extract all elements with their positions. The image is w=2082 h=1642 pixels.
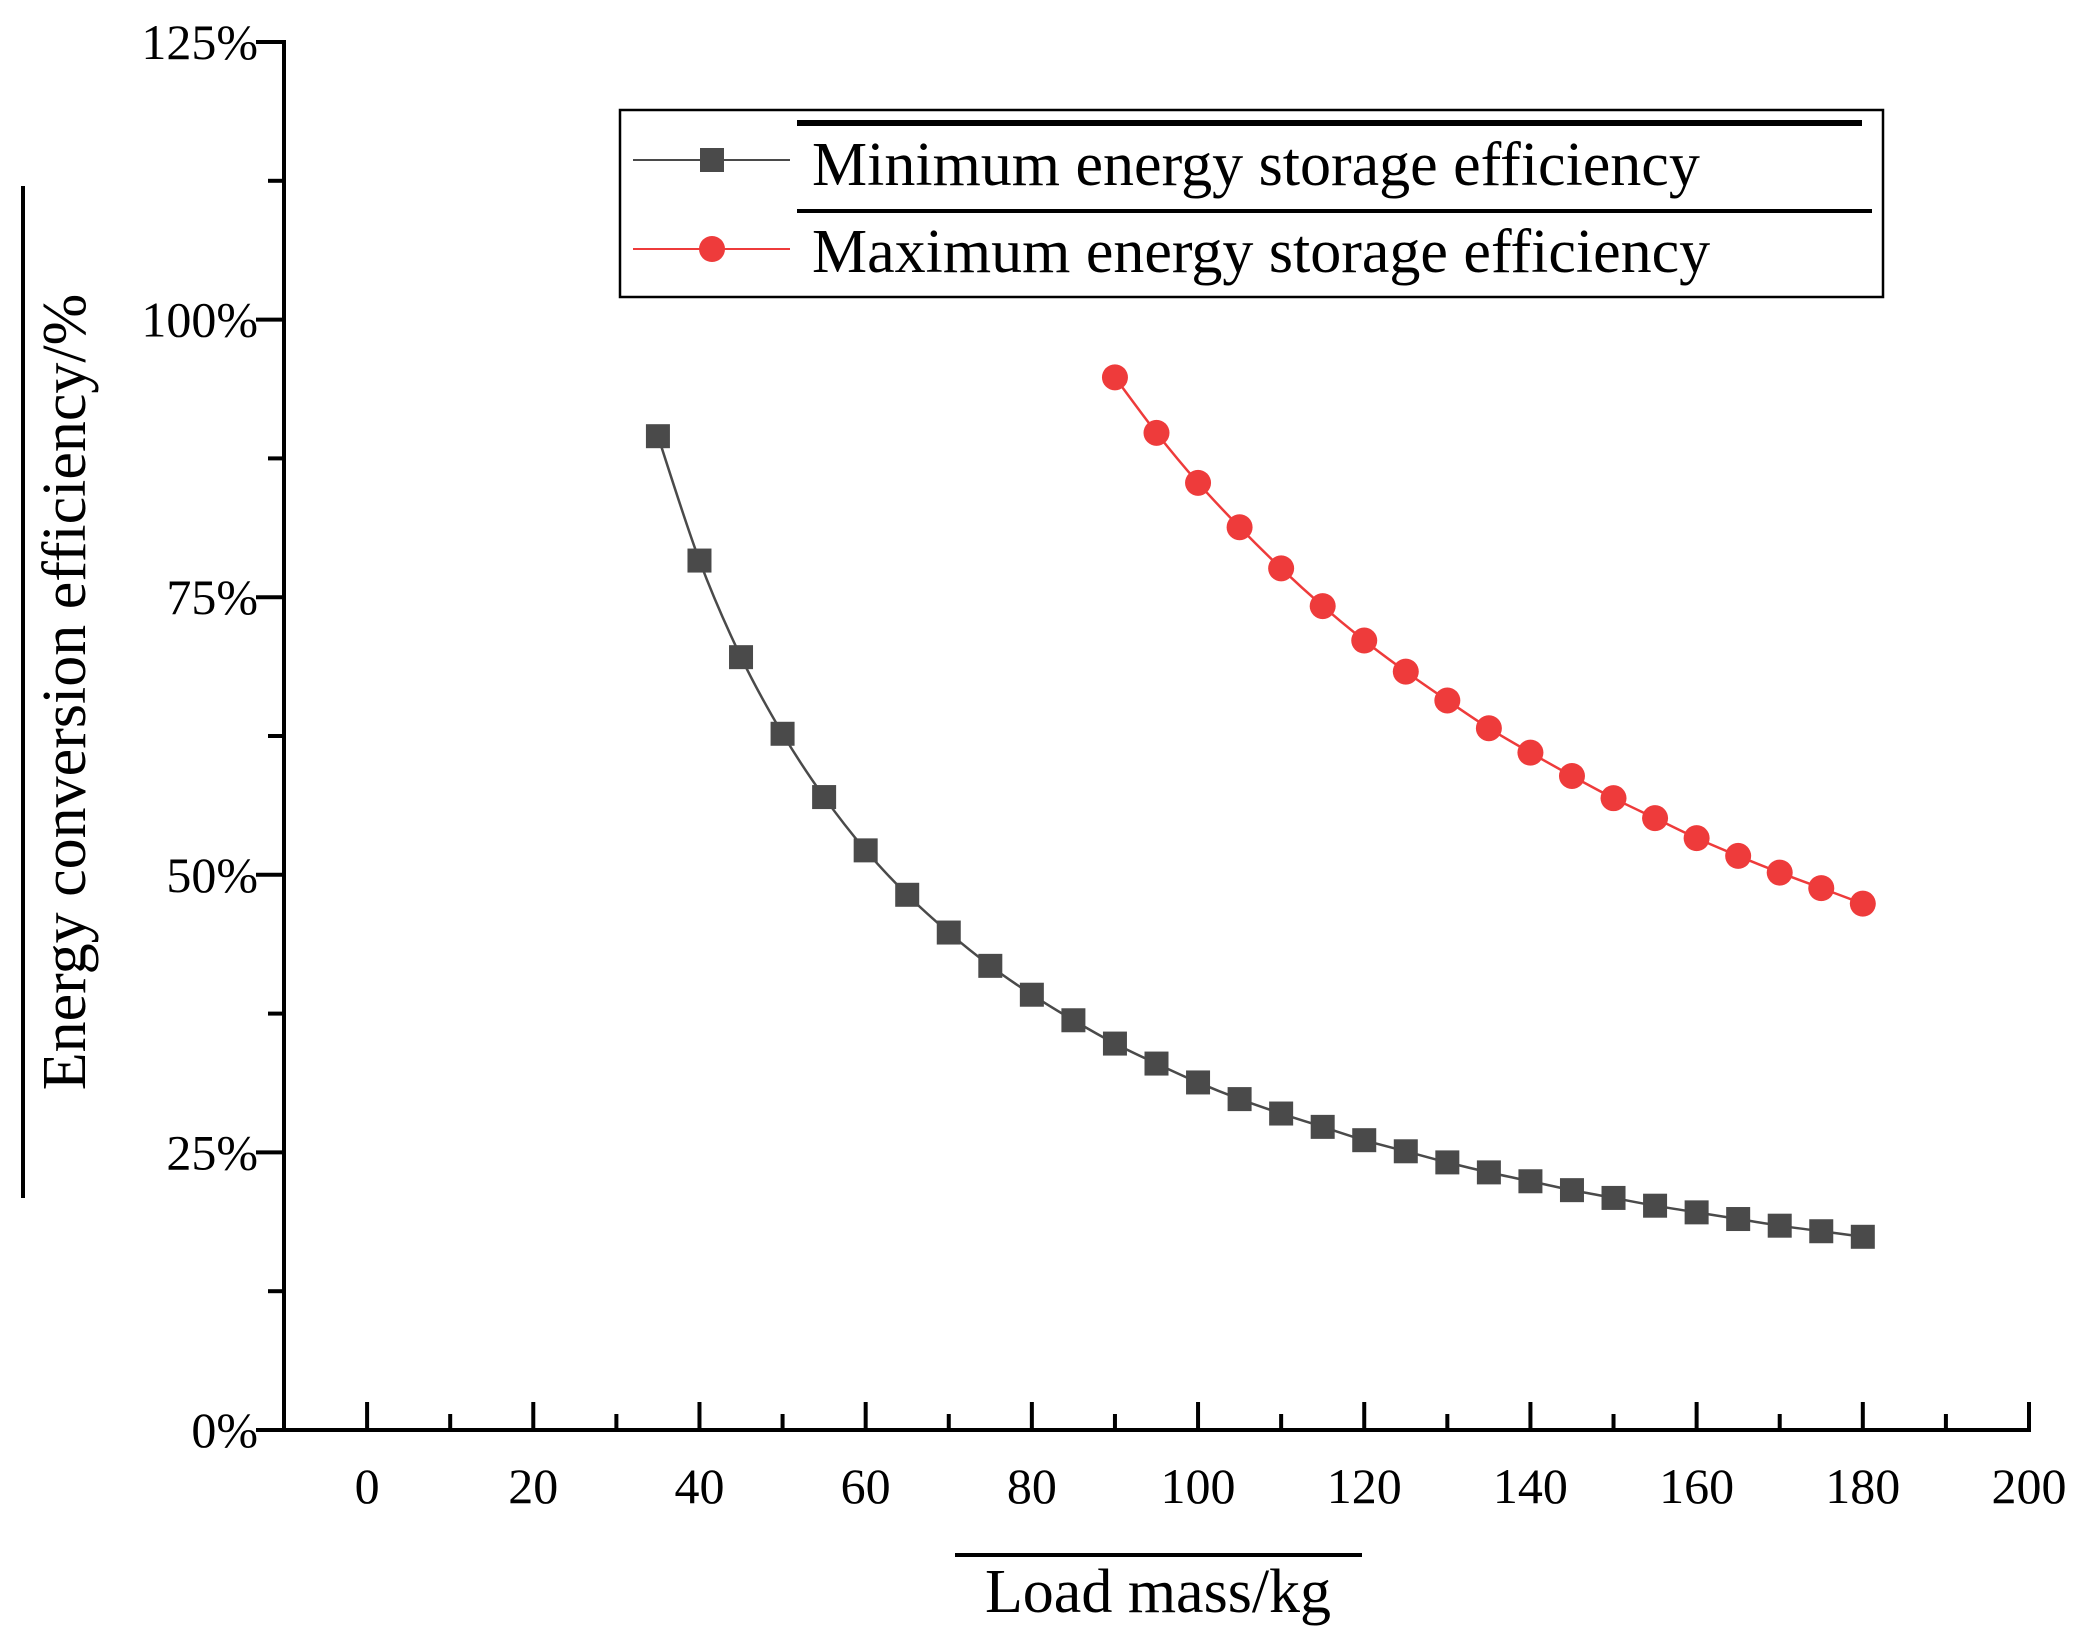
x-tick-label: 40 [674,1458,724,1514]
data-point-minimum [1186,1070,1211,1095]
data-point-maximum [1226,514,1253,541]
y-axis-title: Energy conversion efficiency/% [31,294,99,1091]
legend-minimum-label: Minimum energy storage efficiency [812,131,1700,199]
data-point-minimum [1559,1178,1584,1203]
data-point-maximum [1558,762,1585,789]
data-point-minimum [1726,1207,1751,1232]
data-point-maximum [1600,785,1627,812]
data-point-minimum [1393,1139,1418,1164]
data-point-maximum [1434,687,1461,714]
data-point-maximum [1849,890,1876,917]
data-point-minimum [1850,1224,1875,1249]
data-point-minimum [1061,1008,1086,1033]
x-ticks: 0 20 40 60 80 100 120 140 160 180 200 [282,1402,2067,1514]
x-tick-label: 160 [1659,1458,1734,1514]
x-tick-label: 200 [1992,1458,2067,1514]
data-point-minimum [1643,1193,1668,1218]
x-tick-label: 60 [841,1458,891,1514]
data-point-maximum [1766,859,1793,886]
legend-box [618,108,1885,299]
data-point-maximum [1268,555,1295,582]
data-point-minimum [1269,1101,1294,1126]
y-tick-label: 0% [191,1402,258,1458]
data-point-minimum [1518,1169,1543,1194]
data-point-minimum [1435,1150,1460,1175]
x-tick-label: 20 [508,1458,558,1514]
data-point-maximum [1185,469,1212,496]
data-point-maximum [1725,842,1752,869]
data-point-maximum [1309,593,1336,620]
data-point-maximum [1517,739,1544,766]
data-point-maximum [1475,715,1502,742]
series-line-maximum [1113,376,1864,905]
x-tick-label: 80 [1007,1458,1057,1514]
legend-maximum-label: Maximum energy storage efficiency [812,218,1710,286]
legend-item-maximum: Maximum energy storage efficiency [633,218,1710,286]
data-point-minimum [1809,1219,1834,1244]
data-point-minimum [687,548,712,573]
data-point-maximum [1808,875,1835,902]
series-layer [645,364,1876,1249]
x-tick-label: 120 [1327,1458,1402,1514]
data-point-minimum [853,838,878,863]
data-point-maximum [1351,627,1378,654]
y-ticks: 0% 25% 50% 75% 100% 125% [141,14,284,1458]
data-point-minimum [1227,1087,1252,1112]
data-point-minimum [812,785,837,810]
x-tick-label: 180 [1825,1458,1900,1514]
data-point-minimum [1144,1051,1169,1076]
data-point-minimum [895,882,920,907]
x-axis-title-group: Load mass/kg [955,1553,1362,1626]
data-point-maximum [1143,419,1170,446]
y-tick-label: 75% [166,569,258,625]
legend-minimum-marker [700,148,724,172]
y-tick-label: 125% [141,14,258,70]
x-tick-label: 140 [1493,1458,1568,1514]
y-tick-label: 50% [166,847,258,903]
series-line-minimum [656,435,1863,1239]
data-point-minimum [1102,1031,1127,1056]
y-tick-label: 100% [141,292,258,348]
data-point-minimum [1684,1200,1709,1225]
data-point-maximum [1101,364,1128,391]
x-tick-label: 0 [355,1458,380,1514]
legend: Minimum energy storage efficiency Maximu… [618,108,1885,299]
data-point-maximum [1392,658,1419,685]
data-point-minimum [1352,1128,1377,1153]
data-point-minimum [936,920,961,945]
data-point-maximum [1642,805,1669,832]
data-point-minimum [645,424,670,449]
data-point-maximum [1683,825,1710,852]
data-point-minimum [729,645,754,670]
data-point-minimum [770,721,795,746]
legend-maximum-marker [699,236,725,262]
x-axis-title: Load mass/kg [985,1558,1331,1626]
legend-item-minimum: Minimum energy storage efficiency [633,120,1872,213]
data-point-minimum [1310,1114,1335,1139]
data-point-minimum [1767,1213,1792,1238]
y-axis-title-group: Energy conversion efficiency/% [21,186,99,1198]
data-point-minimum [978,953,1003,978]
y-tick-label: 25% [166,1124,258,1180]
x-tick-label: 100 [1161,1458,1236,1514]
data-point-minimum [1601,1185,1626,1210]
data-point-minimum [1476,1160,1501,1185]
data-point-minimum [1019,982,1044,1007]
